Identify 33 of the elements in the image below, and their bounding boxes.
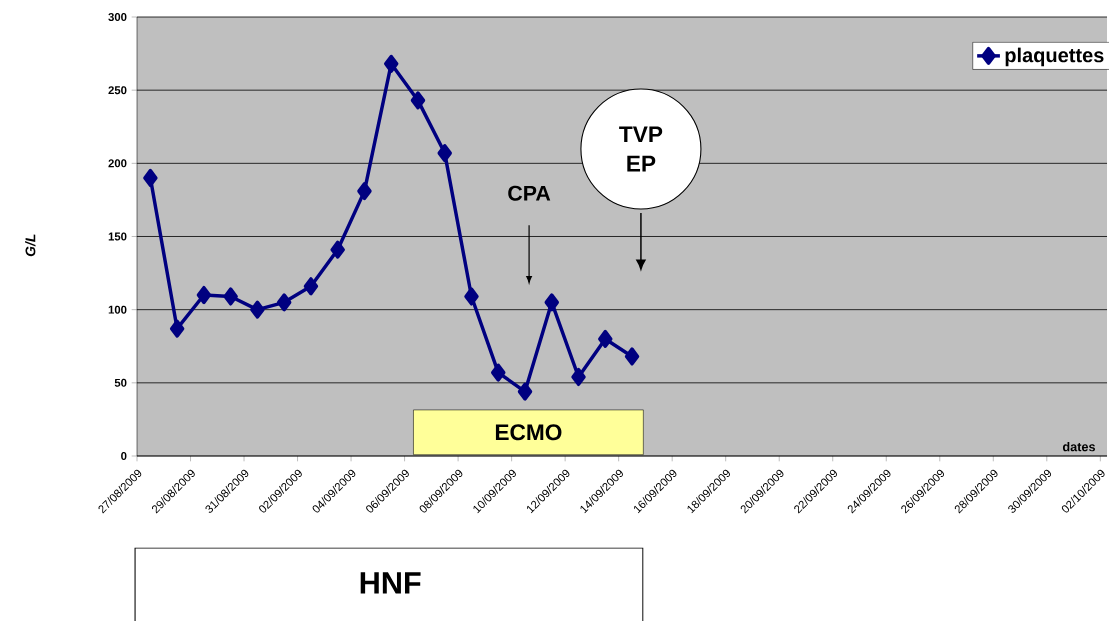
y-tick-label: 300 <box>108 12 127 22</box>
annotation: TVP EP <box>619 126 663 172</box>
y-tick-label: 100 <box>108 305 127 314</box>
legend-label: plaquettes <box>1005 47 1104 67</box>
point <box>491 363 506 382</box>
point <box>624 347 640 366</box>
point <box>276 293 292 312</box>
y-tick-label: 150 <box>108 232 127 241</box>
point <box>250 300 265 319</box>
point <box>517 382 533 401</box>
annotation: CPA <box>508 185 551 201</box>
point <box>169 319 185 338</box>
point <box>357 182 372 201</box>
point <box>223 287 238 306</box>
point <box>598 329 613 349</box>
point <box>143 168 158 188</box>
point <box>196 285 212 305</box>
annotation: ECMO <box>495 424 562 441</box>
point <box>437 144 452 163</box>
y-tick-label: 200 <box>108 159 127 168</box>
y-tick-label: 50 <box>114 378 127 387</box>
text: HNF <box>360 572 421 594</box>
y-tick-label: 0 <box>121 452 127 461</box>
point <box>544 293 560 312</box>
x-axis-title: dates <box>1062 441 1095 452</box>
y-axis-title: G/L <box>25 234 36 257</box>
point <box>410 91 426 110</box>
point <box>571 367 586 387</box>
y-tick-label: 250 <box>108 86 127 95</box>
point <box>330 240 345 259</box>
point <box>464 287 479 306</box>
point <box>303 277 319 296</box>
point <box>383 54 399 73</box>
